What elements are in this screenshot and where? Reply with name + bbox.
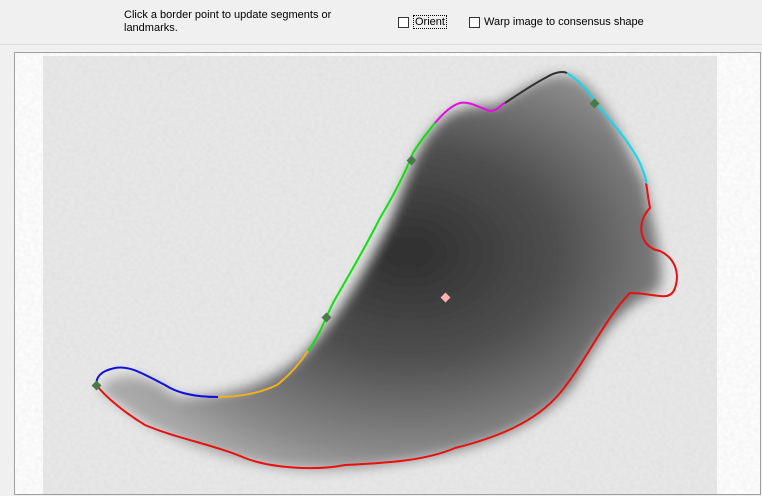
segment-red[interactable]: [96, 182, 678, 470]
segment-cyan[interactable]: [566, 72, 648, 184]
segment-magenta[interactable]: [434, 101, 506, 124]
warp-label[interactable]: Warp image to consensus shape: [484, 16, 644, 28]
image-panel[interactable]: [14, 52, 761, 495]
orient-checkbox[interactable]: Orient: [398, 15, 447, 29]
landmark-marker-2[interactable]: [321, 312, 332, 323]
warp-checkbox-box[interactable]: [469, 16, 480, 28]
nucleus-canvas[interactable]: [15, 53, 761, 495]
orient-label[interactable]: Orient: [413, 15, 447, 29]
nucleus-shape: [101, 74, 662, 470]
segment-orange[interactable]: [217, 350, 309, 398]
toolbar: Click a border point to update segments …: [0, 0, 762, 45]
segment-black[interactable]: [504, 71, 568, 104]
landmark-marker-3[interactable]: [406, 155, 417, 166]
orient-checkbox-box[interactable]: [398, 16, 409, 28]
warp-checkbox[interactable]: Warp image to consensus shape: [469, 15, 644, 29]
landmark-marker-4[interactable]: [589, 98, 600, 109]
segment-blue[interactable]: [95, 366, 219, 398]
instructions-text: Click a border point to update segments …: [124, 9, 332, 34]
